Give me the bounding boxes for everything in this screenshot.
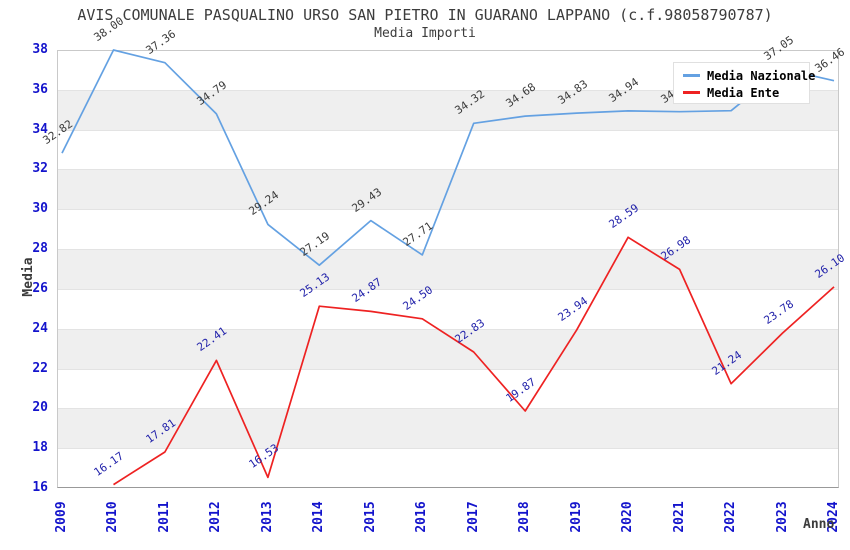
y-tick-label: 24: [32, 320, 48, 336]
y-tick-label: 26: [32, 280, 48, 296]
x-tick-label: 2022: [723, 501, 739, 533]
x-tick-label: 2021: [671, 501, 687, 533]
x-tick-label: 2020: [620, 501, 636, 533]
y-tick-label: 36: [32, 81, 48, 97]
x-tick-label: 2012: [208, 501, 224, 533]
legend-item-media-nazionale: Media Nazionale: [683, 67, 815, 84]
x-tick-label: 2014: [311, 501, 327, 533]
red-line-swatch-icon: [683, 91, 700, 94]
x-tick-label: 2010: [105, 501, 121, 533]
grid-line: [58, 328, 838, 330]
x-tick-label: 2018: [517, 501, 533, 533]
y-tick-label: 32: [32, 161, 48, 177]
grid-line: [58, 209, 838, 211]
grid-band: [58, 409, 838, 450]
y-tick-label: 16: [32, 480, 48, 495]
y-tick-label: 28: [32, 241, 48, 257]
y-tick-label: 38: [32, 42, 48, 57]
x-tick-label: 2009: [54, 501, 69, 533]
legend-label-media-ente: Media Ente: [707, 85, 780, 100]
chart-subtitle: Media Importi: [374, 26, 476, 41]
x-tick-label: 2011: [156, 501, 172, 533]
grid-line: [58, 249, 838, 251]
grid-line: [58, 448, 838, 450]
chart-title: AVIS COMUNALE PASQUALINO URSO SAN PIETRO…: [77, 6, 773, 24]
y-tick-label: 30: [32, 201, 48, 217]
grid-line: [58, 288, 838, 290]
grid-line: [58, 408, 838, 410]
y-tick-label: 34: [32, 121, 48, 137]
x-tick-label: 2019: [568, 501, 584, 533]
x-tick-label: 2023: [774, 501, 790, 533]
legend-item-media-ente: Media Ente: [683, 84, 809, 101]
x-tick-label: 2016: [414, 501, 430, 533]
blue-line-swatch-icon: [683, 74, 700, 77]
grid-line: [58, 129, 838, 131]
grid-line: [58, 169, 838, 171]
grid-band: [58, 170, 838, 211]
x-tick-label: 2013: [259, 501, 275, 533]
legend: Media Nazionale Media Ente: [673, 62, 815, 104]
x-tick-label: 2017: [465, 501, 481, 533]
x-tick-label: 2015: [362, 501, 378, 533]
y-tick-label: 18: [32, 440, 48, 456]
legend-label-media-nazionale: Media Nazionale: [707, 68, 816, 83]
y-tick-label: 22: [32, 360, 48, 376]
grid-band: [58, 250, 838, 290]
x-axis-title: Anno: [803, 517, 835, 532]
y-tick-label: 20: [32, 400, 48, 416]
